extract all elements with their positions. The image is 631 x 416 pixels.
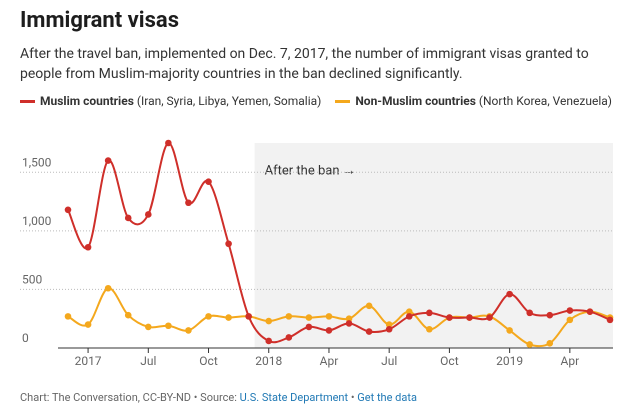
data-point xyxy=(124,311,132,319)
subtitle: After the travel ban, implemented on Dec… xyxy=(20,46,589,82)
y-tick-label: 0 xyxy=(22,331,29,345)
legend-item: Muslim countries (Iran, Syria, Libya, Ye… xyxy=(20,94,321,108)
data-point xyxy=(606,316,614,324)
y-tick-label: 1,000 xyxy=(22,214,52,228)
data-point xyxy=(546,340,554,347)
legend-item: Non-Muslim countries (North Korea, Venez… xyxy=(335,94,612,108)
series-line xyxy=(67,287,611,348)
y-tick-label: 1,500 xyxy=(22,155,52,169)
data-point xyxy=(446,314,453,321)
data-point xyxy=(405,308,413,315)
data-point xyxy=(104,157,112,164)
data-point xyxy=(526,341,534,348)
shade-label: After the ban → xyxy=(265,163,356,178)
data-point xyxy=(225,240,232,248)
footer: Chart: The Conversation, CC-BY-ND • Sour… xyxy=(20,391,417,404)
data-point xyxy=(64,206,72,214)
data-point xyxy=(466,314,473,321)
data-point xyxy=(265,317,273,325)
data-point xyxy=(385,325,393,333)
data-point xyxy=(586,308,594,315)
legend-swatch xyxy=(335,100,351,104)
data-point xyxy=(305,314,313,321)
data-point xyxy=(365,328,373,335)
legend-detail: (North Korea, Venezuela) xyxy=(478,94,612,108)
data-point xyxy=(325,327,333,334)
data-point xyxy=(345,320,353,327)
legend-detail: (Iran, Syria, Libya, Yemen, Somalia) xyxy=(136,94,322,108)
data-point xyxy=(165,322,172,330)
data-point xyxy=(84,321,92,328)
x-tick-label: 2017 xyxy=(75,354,102,368)
y-tick-label: 500 xyxy=(22,273,42,287)
data-point xyxy=(124,214,132,222)
source-link[interactable]: U.S. State Department xyxy=(239,391,349,404)
x-tick-label: 2018 xyxy=(255,354,282,368)
data-point xyxy=(165,139,172,147)
data-point xyxy=(84,243,92,251)
data-point xyxy=(185,327,192,334)
data-point xyxy=(144,211,152,218)
data-point xyxy=(566,316,574,324)
separator: • xyxy=(350,391,355,404)
data-point xyxy=(405,313,413,320)
data-point xyxy=(285,334,293,341)
credit: Chart: The Conversation, CC-BY-ND • Sour… xyxy=(20,391,237,404)
data-point xyxy=(566,307,574,314)
data-point xyxy=(144,323,152,331)
x-tick-label: Oct xyxy=(440,354,459,368)
data-point xyxy=(426,309,433,317)
data-point xyxy=(546,311,554,319)
data-point xyxy=(64,313,72,320)
data-point xyxy=(225,314,232,321)
data-point xyxy=(205,178,212,185)
legend-name: Non-Muslim countries xyxy=(355,94,476,108)
data-point xyxy=(385,321,393,328)
legend-name: Muslim countries xyxy=(40,94,134,108)
data-link[interactable]: Get the data xyxy=(357,391,417,404)
data-point xyxy=(486,314,493,321)
x-tick-label: Jul xyxy=(140,354,156,368)
x-tick-label: Apr xyxy=(561,354,580,368)
data-point xyxy=(205,313,212,320)
legend: Muslim countries (Iran, Syria, Libya, Ye… xyxy=(20,94,626,108)
x-tick-label: Jul xyxy=(381,354,397,368)
x-tick-label: Oct xyxy=(199,354,218,368)
data-point xyxy=(506,327,513,334)
data-point xyxy=(506,290,513,298)
x-tick-label: 2019 xyxy=(496,354,523,368)
data-point xyxy=(426,325,433,333)
data-point xyxy=(305,323,313,331)
x-tick-label: Apr xyxy=(320,354,339,368)
title: Immigrant visas xyxy=(20,8,179,33)
chart: After the ban → 0 500 1,000 1,500 2017 Jul Oct 2… xyxy=(20,139,614,368)
data-point xyxy=(104,284,112,292)
legend-swatch xyxy=(20,100,35,104)
data-point xyxy=(185,199,192,207)
data-point xyxy=(526,309,534,317)
data-point xyxy=(325,313,333,320)
data-point xyxy=(365,302,373,310)
data-point xyxy=(245,313,252,320)
data-point xyxy=(265,337,273,345)
data-point xyxy=(345,315,353,323)
data-point xyxy=(285,313,293,320)
